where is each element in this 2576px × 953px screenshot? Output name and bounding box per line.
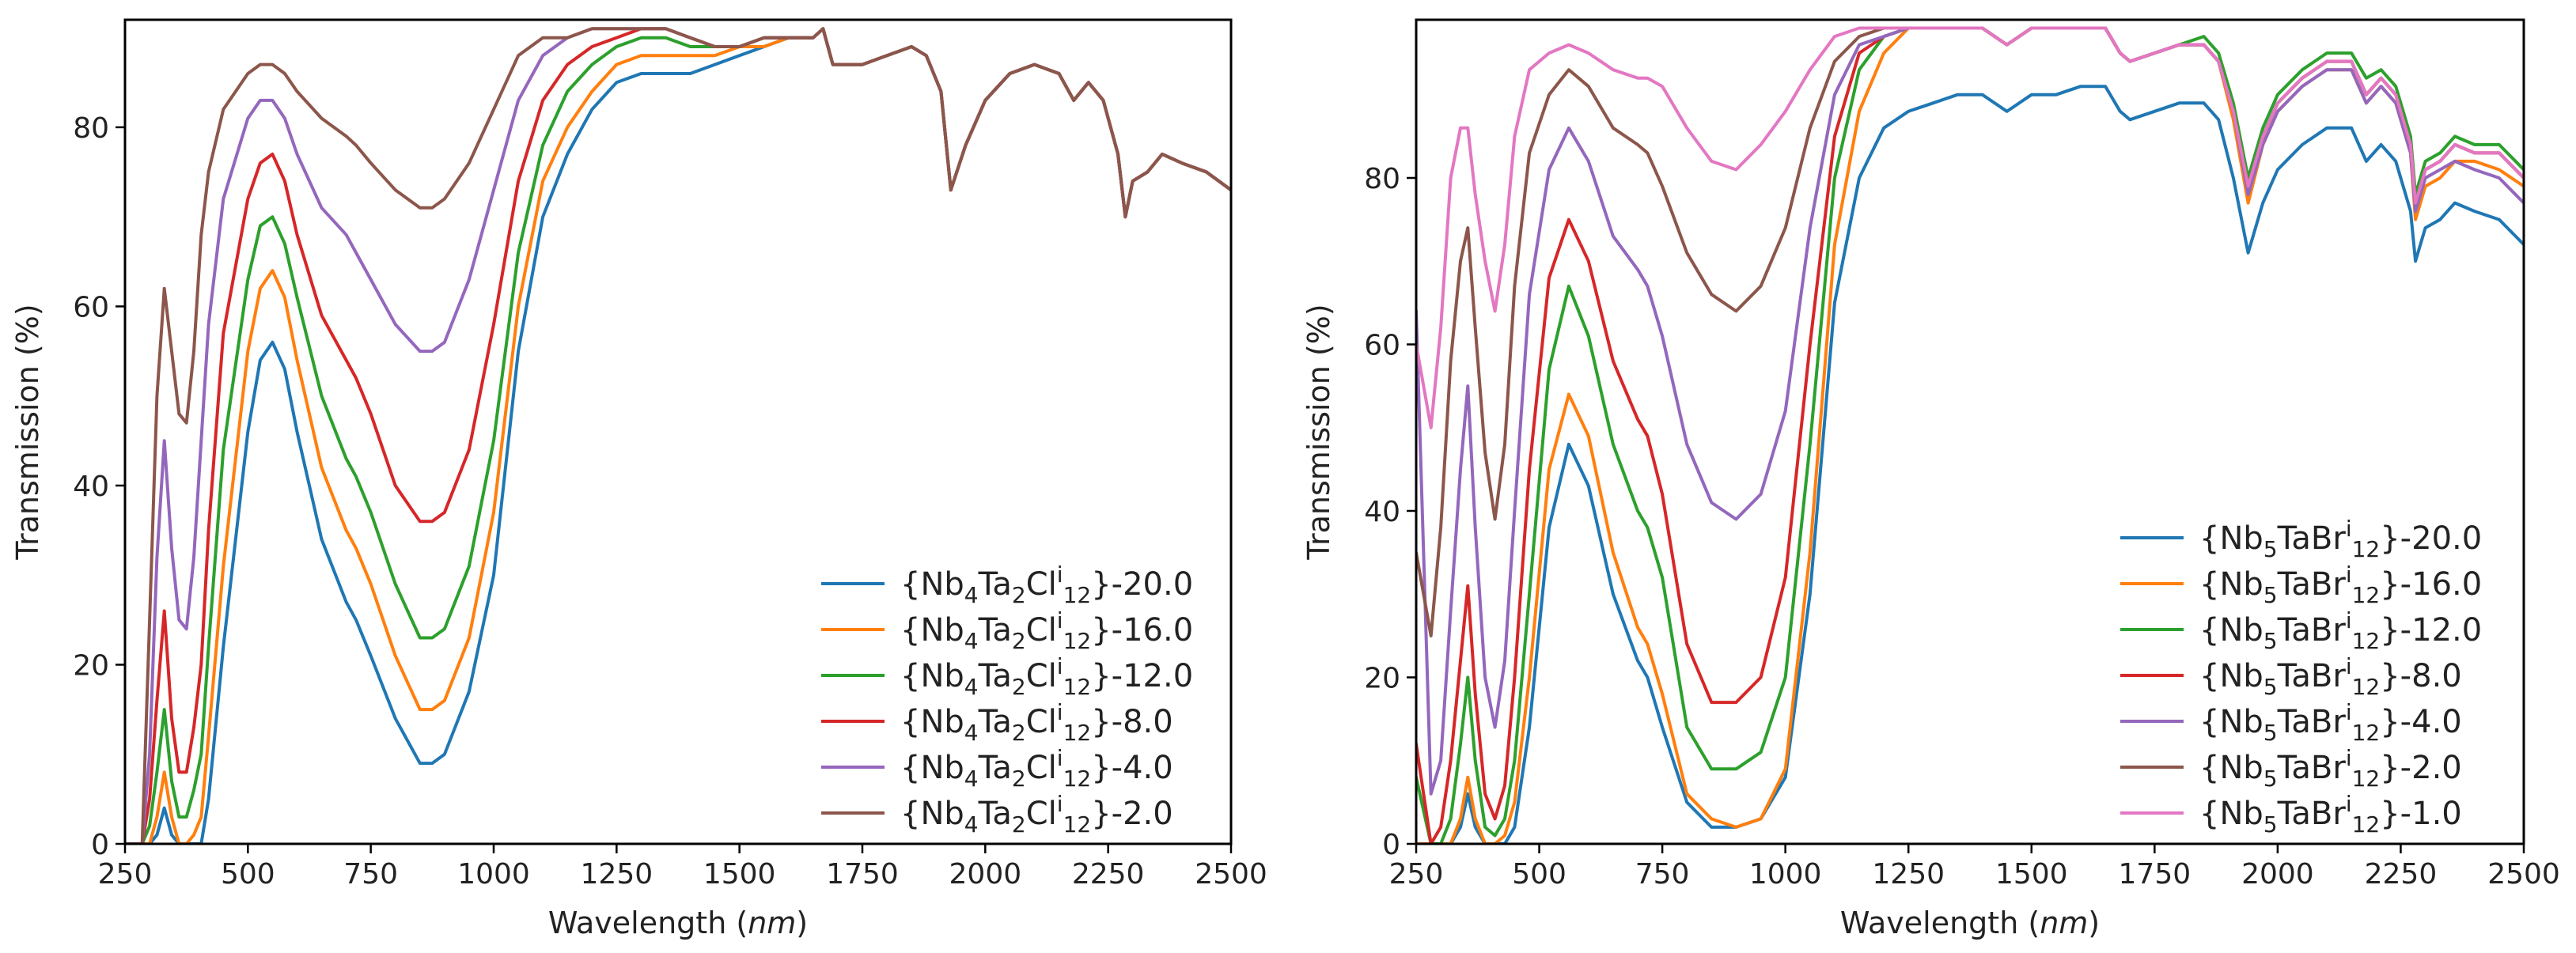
legend-label: {Nb4Ta2Cli12}-2.0	[900, 791, 1173, 838]
x-tick-label: 2250	[1072, 858, 1145, 891]
legend-label: {Nb5TaBri12}-2.0	[2199, 745, 2462, 792]
y-tick-label: 20	[1364, 662, 1400, 694]
x-tick-label: 2000	[2241, 858, 2314, 891]
y-tick-label: 80	[73, 112, 109, 145]
x-axis-label: Wavelength (nm)	[548, 906, 808, 940]
plot-frame	[123, 18, 1233, 845]
series-line-5	[125, 27, 1231, 844]
legend-label: {Nb4Ta2Cli12}-20.0	[900, 562, 1193, 608]
legend-label: {Nb5TaBri12}-16.0	[2199, 562, 2482, 608]
plot-frame	[1415, 18, 2525, 845]
left-chart-panel: 250 500 750 1000 1250 1500 1750 2000 2250 2500 0 20…	[10, 18, 1267, 940]
x-tick-label: 1000	[457, 858, 530, 891]
y-tick-label: 0	[1382, 829, 1400, 861]
legend-label: {Nb5TaBri12}-20.0	[2199, 516, 2482, 562]
y-tick-label: 60	[73, 291, 109, 323]
y-axis-label: Transmission (%)	[10, 304, 45, 560]
y-tick-label: 20	[73, 649, 109, 682]
x-tick-label: 1500	[703, 858, 776, 891]
x-tick-label: 1250	[1872, 858, 1945, 891]
x-tick-label: 750	[1635, 858, 1690, 891]
right-chart-panel: 250 500 750 1000 1250 1500 1750 2000 2250 2500 0 20…	[1301, 18, 2560, 940]
x-tick-label: 2500	[1195, 858, 1267, 891]
x-tick-label: 500	[221, 858, 275, 891]
x-tick-label: 1250	[581, 858, 653, 891]
series-line-0	[1416, 85, 2524, 844]
legend-label: {Nb5TaBri12}-8.0	[2199, 653, 2462, 700]
x-tick-label: 250	[98, 858, 153, 891]
y-axis-label: Transmission (%)	[1301, 304, 1336, 560]
x-tick-label: 2250	[2365, 858, 2438, 891]
x-tick-label: 750	[343, 858, 398, 891]
x-tick-label: 1750	[826, 858, 899, 891]
y-tick-label: 0	[91, 829, 109, 861]
x-tick-label: 2500	[2487, 858, 2560, 891]
series-lines	[125, 27, 1231, 844]
x-axis-label: Wavelength (nm)	[1840, 906, 2100, 940]
legend-label: {Nb5TaBri12}-4.0	[2199, 699, 2462, 746]
legend-label: {Nb4Ta2Cli12}-8.0	[900, 699, 1173, 746]
y-tick-label: 40	[1364, 496, 1400, 528]
legend: {Nb5TaBri12}-20.0{Nb5TaBri12}-16.0{Nb5Ta…	[2120, 516, 2482, 838]
y-tick-label: 60	[1364, 329, 1400, 361]
y-tick-label: 40	[73, 471, 109, 503]
x-tick-label: 250	[1389, 858, 1444, 891]
series-line-6	[1416, 26, 2524, 429]
series-lines	[1416, 26, 2524, 844]
x-tick-label: 500	[1512, 858, 1566, 891]
x-tick-label: 1500	[1995, 858, 2068, 891]
legend-label: {Nb4Ta2Cli12}-16.0	[900, 607, 1193, 654]
legend-label: {Nb4Ta2Cli12}-12.0	[900, 653, 1193, 700]
legend-label: {Nb4Ta2Cli12}-4.0	[900, 745, 1173, 792]
y-tick-label: 80	[1364, 163, 1400, 195]
x-tick-label: 1000	[1749, 858, 1822, 891]
x-tick-label: 2000	[949, 858, 1022, 891]
legend: {Nb4Ta2Cli12}-20.0{Nb4Ta2Cli12}-16.0{Nb4…	[821, 562, 1193, 838]
x-tick-label: 1750	[2119, 858, 2191, 891]
legend-label: {Nb5TaBri12}-1.0	[2199, 791, 2462, 838]
legend-label: {Nb5TaBri12}-12.0	[2199, 607, 2482, 654]
